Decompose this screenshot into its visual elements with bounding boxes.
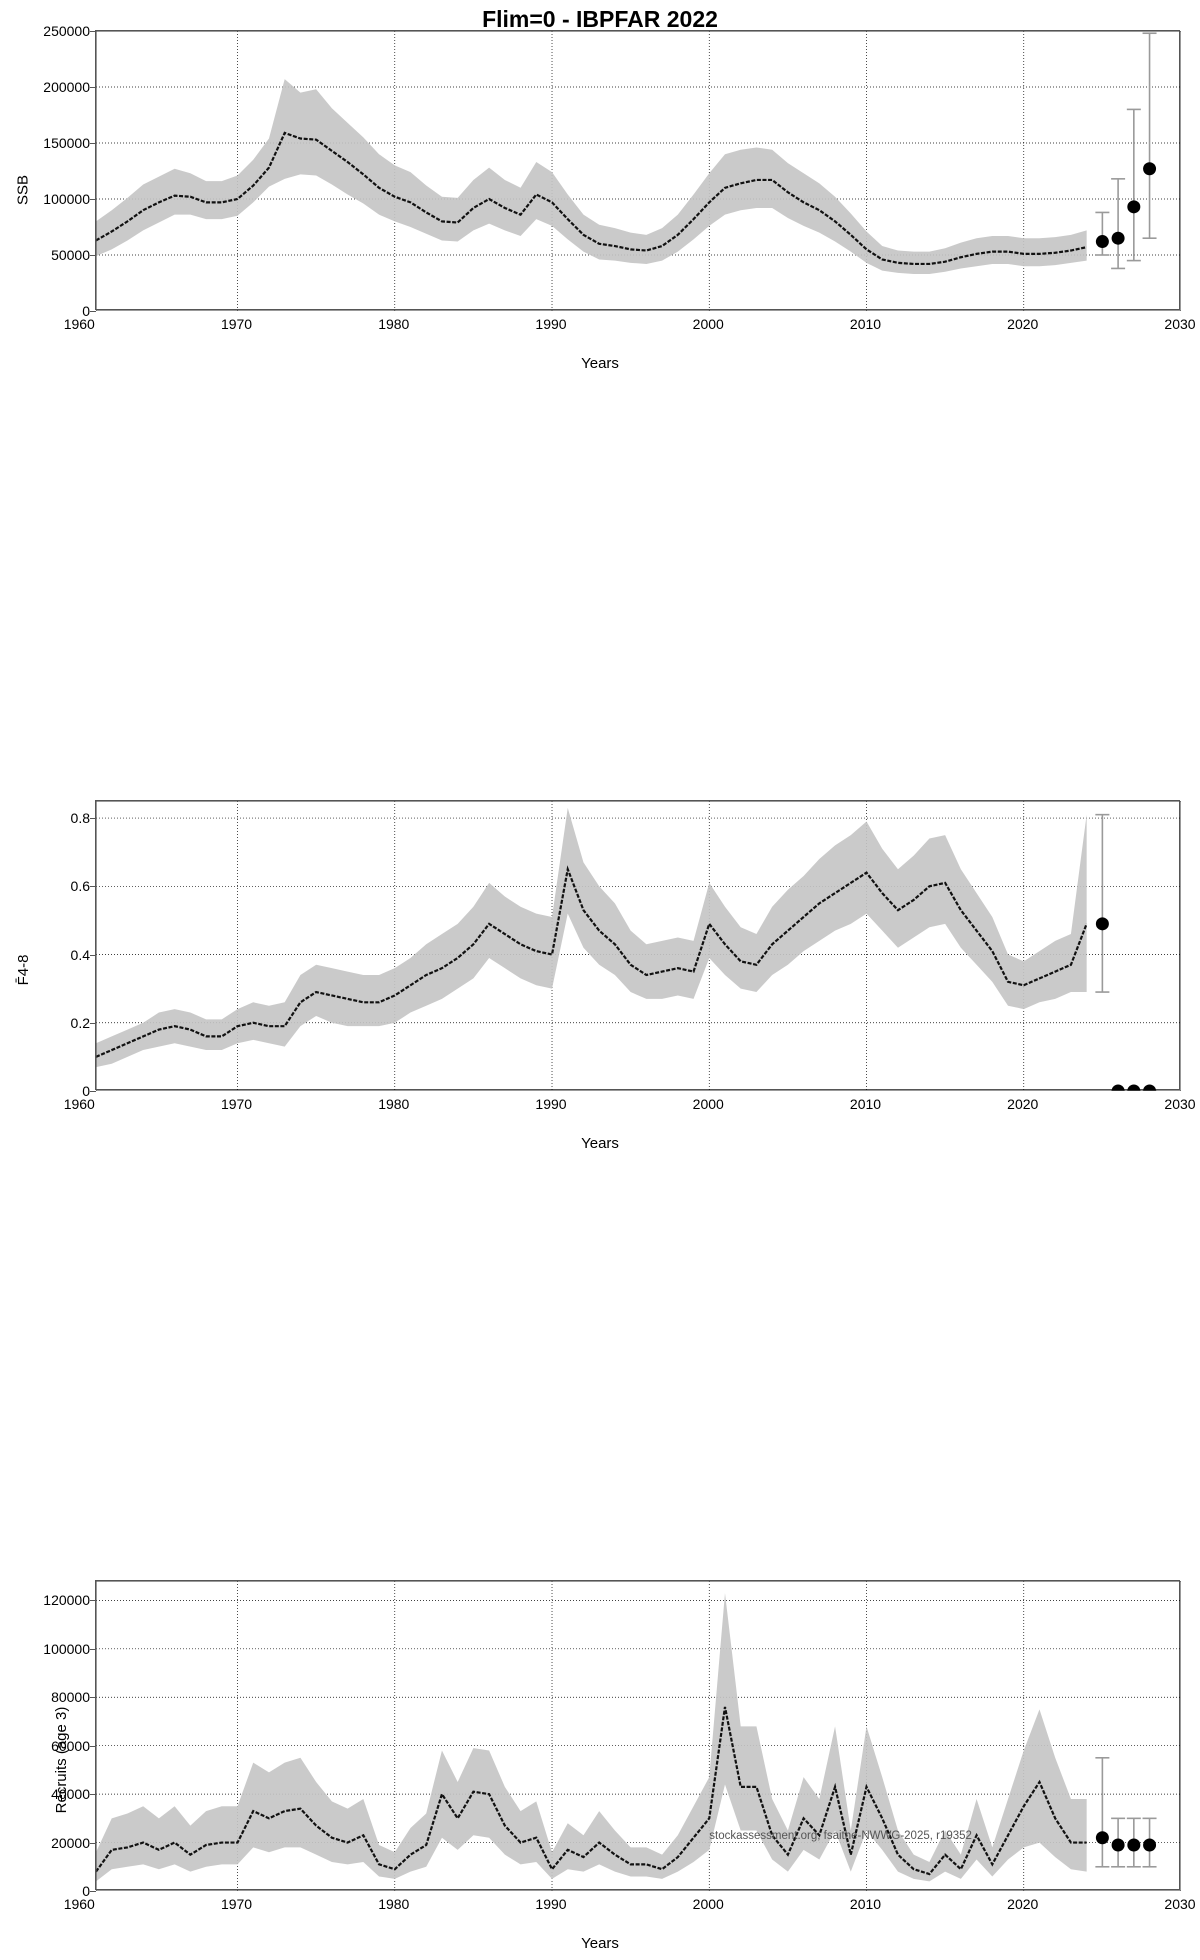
svg-text:stockassessment.org, fsaithe-N: stockassessment.org, fsaithe-NWWG-2025, … (709, 1830, 972, 1842)
x-tick-label: 1970 (217, 316, 257, 332)
fbar-svg[interactable] (96, 801, 1181, 1091)
recruits-svg[interactable]: stockassessment.org, fsaithe-NWWG-2025, … (96, 1581, 1181, 1891)
x-tick-label: 2000 (688, 1096, 728, 1112)
x-tick-label: 2020 (1003, 1096, 1043, 1112)
ssb-xlabel: Years (0, 355, 1200, 372)
ssb-svg[interactable] (96, 31, 1181, 311)
y-tick-label: 100000 (43, 191, 96, 207)
x-tick-label: 1980 (374, 1896, 414, 1912)
x-tick-label: 2000 (688, 316, 728, 332)
x-tick-label: 1970 (217, 1896, 257, 1912)
fbar-xlabel: Years (0, 1135, 1200, 1152)
x-tick-label: 1970 (217, 1096, 257, 1112)
fbar-plot-area[interactable]: 0 0.2 0.4 0.6 0.8 (95, 800, 1180, 1090)
x-tick-label: 2030 (1160, 1096, 1200, 1112)
recruits-xlabel: Years (0, 1935, 1200, 1952)
y-tick-label: 200000 (43, 79, 96, 95)
x-tick-label: 2010 (846, 1896, 886, 1912)
x-tick-label: 1980 (374, 1096, 414, 1112)
x-tick-label: 2020 (1003, 316, 1043, 332)
fbar-ylabel: F̄4-8 (15, 955, 32, 986)
recruits-panel: Recruits (age 3) stockassessment.org, fs… (0, 1560, 1200, 1960)
fbar-panel: F̄4-8 0 0.2 0.4 0.6 0.8 Years 1960 1970 1980 19… (0, 780, 1200, 1160)
x-tick-label: 2000 (688, 1896, 728, 1912)
y-tick-label: 150000 (43, 135, 96, 151)
x-tick-label: 1960 (59, 1096, 99, 1112)
x-tick-label: 1980 (374, 316, 414, 332)
ssb-ylabel: SSB (15, 175, 32, 205)
recruits-plot-area[interactable]: stockassessment.org, fsaithe-NWWG-2025, … (95, 1580, 1180, 1890)
x-tick-label: 2020 (1003, 1896, 1043, 1912)
chart-page: Flim=0 - IBPFAR 2022 SSB 0 50000 100000 150… (0, 0, 1200, 1200)
ssb-plot-area[interactable]: 0 50000 100000 150000 200000 250000 (95, 30, 1180, 310)
x-tick-label: 1990 (531, 1896, 571, 1912)
x-tick-label: 2030 (1160, 1896, 1200, 1912)
x-tick-label: 1960 (59, 1896, 99, 1912)
x-tick-label: 2010 (846, 1096, 886, 1112)
ssb-panel: Flim=0 - IBPFAR 2022 SSB 0 50000 100000 150… (0, 0, 1200, 380)
x-tick-label: 2010 (846, 316, 886, 332)
x-tick-label: 2030 (1160, 316, 1200, 332)
x-tick-label: 1960 (59, 316, 99, 332)
y-tick-label: 100000 (43, 1641, 96, 1657)
x-tick-label: 1990 (531, 1096, 571, 1112)
y-tick-label: 120000 (43, 1592, 96, 1608)
y-tick-label: 250000 (43, 23, 96, 39)
x-tick-label: 1990 (531, 316, 571, 332)
chart-title: Flim=0 - IBPFAR 2022 (0, 6, 1200, 33)
